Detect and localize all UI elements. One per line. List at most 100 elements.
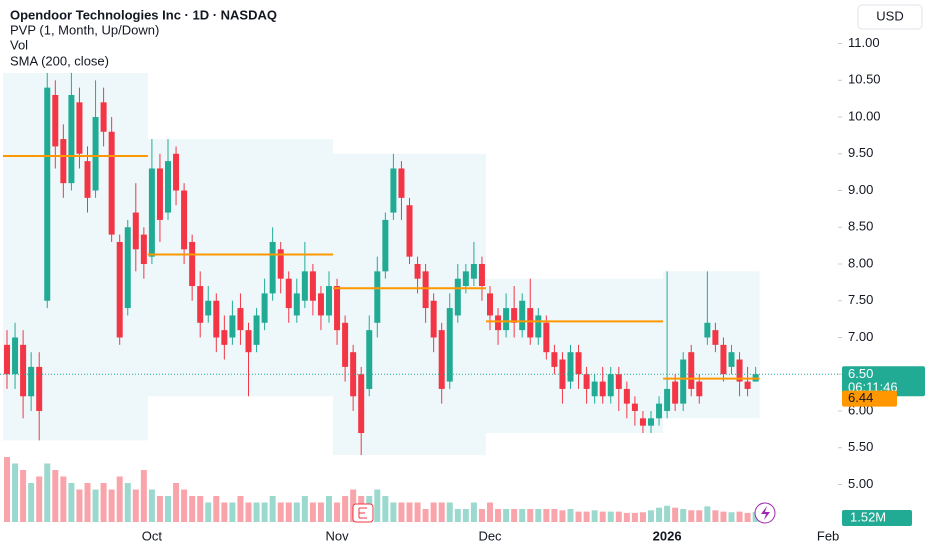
candle-body bbox=[607, 374, 614, 397]
y-tick-label: 7.00 bbox=[848, 329, 873, 344]
volume-bar bbox=[454, 509, 461, 522]
poc-tag bbox=[842, 390, 897, 407]
x-tick-label: Oct bbox=[142, 528, 163, 543]
volume-bar bbox=[559, 510, 566, 522]
candle-body bbox=[438, 330, 445, 389]
y-tick-label: 11.00 bbox=[848, 35, 880, 50]
candle-body bbox=[728, 352, 735, 367]
candle-body bbox=[591, 381, 598, 397]
volume-bar bbox=[599, 511, 606, 522]
volume-bar bbox=[28, 483, 35, 522]
candle-body bbox=[535, 315, 542, 338]
candle-body bbox=[487, 293, 493, 316]
candle-body bbox=[245, 330, 252, 353]
candle-body bbox=[132, 212, 139, 250]
volume-bar bbox=[591, 510, 598, 522]
candle-body bbox=[744, 381, 751, 389]
volume-bar bbox=[285, 502, 292, 522]
volume-bar bbox=[100, 483, 107, 522]
volume-bar bbox=[430, 502, 437, 522]
volume-bar bbox=[503, 509, 510, 522]
volume-bar bbox=[237, 496, 244, 522]
candle-body bbox=[285, 278, 292, 309]
volume-bar bbox=[132, 489, 139, 522]
candle-body bbox=[422, 271, 429, 309]
profile-area bbox=[3, 72, 148, 441]
candle-body bbox=[4, 344, 10, 375]
volume-bar bbox=[12, 463, 19, 522]
volume-bar bbox=[519, 509, 526, 522]
y-tick-label: 8.00 bbox=[848, 255, 873, 270]
candle-body bbox=[28, 366, 35, 397]
volume-bar bbox=[317, 502, 324, 522]
candle-body bbox=[52, 94, 59, 147]
candle-body bbox=[470, 264, 477, 279]
plot bbox=[0, 72, 838, 522]
volume-bar bbox=[261, 502, 268, 522]
candle-body bbox=[326, 286, 332, 316]
candle-body bbox=[301, 271, 308, 301]
volume-bar bbox=[156, 496, 163, 522]
volume-bar bbox=[197, 496, 204, 522]
candle-body bbox=[664, 388, 671, 411]
volume-bar bbox=[293, 502, 300, 522]
candle-body bbox=[189, 241, 196, 287]
volume-bar bbox=[615, 511, 622, 522]
poc-label: 6.44 bbox=[848, 390, 873, 405]
y-tick-label: 9.50 bbox=[848, 145, 873, 160]
candle-body bbox=[398, 168, 405, 198]
volume-bar bbox=[728, 512, 735, 522]
candle-body bbox=[108, 131, 115, 235]
volume-bar bbox=[495, 509, 502, 522]
volume-bar bbox=[140, 470, 147, 522]
volume-bar bbox=[181, 489, 188, 522]
candle-body bbox=[503, 308, 510, 331]
candle-body bbox=[720, 344, 727, 375]
currency-button[interactable] bbox=[857, 4, 923, 30]
volume-bar bbox=[124, 483, 131, 522]
volume-bar bbox=[173, 483, 180, 522]
candle-body bbox=[253, 315, 260, 345]
candle-body bbox=[567, 352, 574, 382]
candle-body bbox=[317, 293, 324, 316]
volume-bar bbox=[567, 509, 574, 522]
candle-body bbox=[68, 94, 75, 184]
volume-bar bbox=[696, 510, 703, 522]
candle-body bbox=[495, 315, 502, 331]
candle-body bbox=[704, 322, 711, 338]
candle-body bbox=[197, 286, 204, 323]
candle-body bbox=[36, 366, 43, 411]
volume-bar bbox=[712, 510, 719, 522]
indicator: PVP (1, Month, Up/Down) bbox=[10, 22, 159, 37]
y-tick-label: 5.00 bbox=[848, 476, 873, 491]
chart-title: Opendoor Technologies Inc · 1D · NASDAQ bbox=[10, 7, 277, 22]
candle-body bbox=[237, 308, 244, 331]
volume-bar bbox=[639, 512, 646, 522]
candle-body bbox=[213, 300, 220, 338]
volume-bar bbox=[414, 502, 421, 522]
x-tick-label: Dec bbox=[478, 528, 502, 543]
candle-body bbox=[358, 374, 365, 434]
volume-bar bbox=[309, 502, 316, 522]
candle-body bbox=[277, 249, 284, 279]
volume-bar bbox=[583, 511, 590, 522]
indicator: SMA (200, close) bbox=[10, 53, 109, 68]
candle-body bbox=[478, 264, 485, 287]
candle-body bbox=[615, 374, 622, 389]
candle-body bbox=[84, 161, 91, 198]
volume-bar bbox=[213, 496, 220, 522]
volume-bar bbox=[575, 511, 582, 522]
candle-body bbox=[334, 286, 341, 331]
volume-bar bbox=[189, 496, 196, 522]
y-tick-label: 9.00 bbox=[848, 182, 873, 197]
candle-body bbox=[221, 330, 228, 345]
candle-body bbox=[430, 300, 437, 338]
volume-bar bbox=[60, 476, 67, 522]
candle-body bbox=[76, 102, 83, 154]
volume-bar bbox=[221, 502, 228, 522]
candle-body bbox=[165, 161, 171, 213]
volume-bar bbox=[704, 506, 711, 522]
volume-bar bbox=[269, 496, 276, 522]
volume-bar bbox=[390, 502, 397, 522]
